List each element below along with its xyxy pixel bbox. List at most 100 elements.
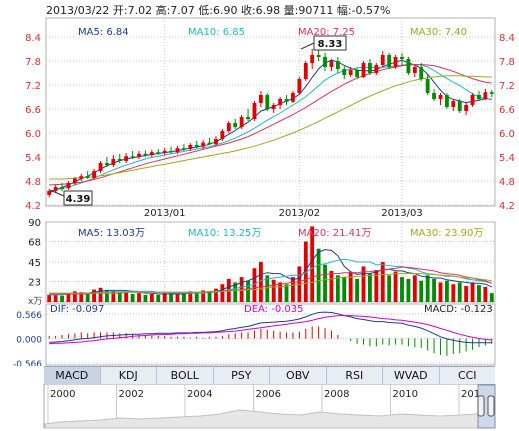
price-y-tick-right: 7.2 bbox=[499, 81, 515, 92]
volume-bar bbox=[477, 285, 481, 302]
volume-bar bbox=[291, 277, 295, 302]
candle bbox=[297, 77, 302, 95]
candle-body bbox=[432, 93, 436, 99]
volume-left-axis: 90 68 45 23 bbox=[28, 218, 41, 289]
price-y-tick-left: 6.0 bbox=[25, 129, 41, 140]
candle-body bbox=[226, 123, 231, 131]
candle bbox=[380, 51, 385, 67]
price-ma10-label: MA10: 6.85 bbox=[188, 27, 245, 38]
price-y-tick-left: 8.4 bbox=[25, 33, 41, 44]
tab-obv[interactable]: OBV bbox=[270, 367, 327, 384]
price-ma20-line bbox=[49, 64, 492, 186]
volume-bar bbox=[85, 294, 90, 302]
macd-y-tick: 0.566 bbox=[16, 311, 42, 321]
candle-body bbox=[361, 63, 366, 77]
candle bbox=[117, 153, 122, 163]
candle-body bbox=[137, 153, 141, 157]
candle bbox=[194, 141, 199, 149]
volume-ma5-line bbox=[49, 249, 492, 296]
volume-bar bbox=[303, 241, 308, 302]
price-y-tick-left: 6.6 bbox=[25, 105, 41, 116]
candle-body bbox=[444, 95, 449, 107]
volume-bars bbox=[47, 226, 494, 302]
candle-body bbox=[342, 69, 347, 75]
candle bbox=[483, 89, 488, 101]
volume-bar bbox=[47, 294, 52, 302]
volume-bar bbox=[310, 226, 315, 302]
candle-body bbox=[457, 101, 462, 111]
volume-bar bbox=[483, 286, 488, 302]
candle bbox=[156, 149, 161, 155]
tab-cci[interactable]: CCI bbox=[457, 369, 477, 382]
tab-kdj[interactable]: KDJ bbox=[101, 367, 157, 384]
timeline-year-label: 2010 bbox=[393, 389, 418, 400]
volume-bar bbox=[79, 292, 84, 302]
macd-left-axis: 0.566 0.000 -0.566 bbox=[13, 311, 42, 366]
candle bbox=[130, 151, 135, 159]
volume-bar bbox=[72, 291, 77, 302]
timeline-year-label: 2002 bbox=[119, 389, 144, 400]
candle-body bbox=[98, 163, 103, 171]
volume-bar bbox=[117, 293, 122, 302]
candle-body bbox=[220, 131, 225, 139]
volume-ma5-label: MA5: 13.03万 bbox=[78, 228, 145, 239]
volume-bar bbox=[66, 293, 71, 302]
volume-bar bbox=[374, 270, 379, 302]
candle bbox=[111, 155, 116, 167]
volume-bar bbox=[284, 284, 289, 302]
candle bbox=[323, 53, 327, 71]
volume-bar bbox=[412, 275, 417, 302]
candle bbox=[66, 181, 71, 190]
volume-bar bbox=[393, 271, 398, 302]
candle bbox=[246, 109, 250, 121]
timeline-years: 2000 2002 2004 2006 2008 2010 2012 bbox=[47, 384, 486, 428]
volume-bar bbox=[342, 277, 347, 302]
candle bbox=[393, 55, 398, 69]
timeline-year-label: 2004 bbox=[187, 389, 212, 400]
volume-ma10-line bbox=[49, 258, 492, 296]
candle-body bbox=[348, 69, 353, 75]
candle bbox=[252, 101, 257, 121]
candle bbox=[175, 145, 180, 154]
timeline-right-handle[interactable] bbox=[487, 395, 495, 417]
tab-macd[interactable]: MACD bbox=[44, 367, 101, 384]
candle-body bbox=[143, 153, 148, 155]
candle bbox=[169, 146, 174, 154]
candle-body bbox=[387, 55, 392, 67]
candle bbox=[464, 103, 469, 115]
volume-ma30-line bbox=[49, 273, 492, 294]
timeline-year-label: 2012 bbox=[461, 389, 486, 400]
volume-bar bbox=[130, 294, 135, 302]
candle bbox=[303, 61, 308, 81]
tab-psy[interactable]: PSY bbox=[214, 367, 270, 384]
price-x-tick: 2013/02 bbox=[279, 208, 321, 219]
candle bbox=[419, 63, 424, 81]
candle-body bbox=[258, 95, 263, 103]
price-x-tick: 2013/03 bbox=[381, 208, 423, 219]
candle-body bbox=[380, 55, 385, 65]
volume-bar bbox=[387, 275, 392, 302]
volume-bar bbox=[181, 293, 186, 302]
timeline-navigator[interactable]: 2000 2002 2004 2006 2008 2010 2012 bbox=[0, 384, 519, 429]
price-y-tick-right: 4.2 bbox=[499, 201, 515, 212]
volume-bar bbox=[278, 282, 283, 302]
candle bbox=[457, 99, 462, 113]
candle-body bbox=[284, 99, 289, 102]
tab-wvad[interactable]: WVAD bbox=[383, 367, 440, 384]
tab-boll[interactable]: BOLL bbox=[157, 367, 214, 384]
price-x-axis: 2013/01 2013/02 2013/03 bbox=[144, 208, 423, 219]
volume-y-tick: 90 bbox=[28, 218, 41, 229]
candle-body bbox=[419, 67, 424, 79]
tab-rsi[interactable]: RSI bbox=[327, 367, 383, 384]
timeline-left-handle[interactable] bbox=[477, 395, 485, 417]
price-candles bbox=[47, 39, 494, 198]
candle-body bbox=[477, 95, 481, 99]
price-ma30-line bbox=[49, 75, 492, 180]
candle-body bbox=[303, 63, 308, 79]
candle bbox=[477, 91, 481, 101]
volume-bar bbox=[194, 292, 199, 302]
price-y-tick-left: 4.8 bbox=[25, 177, 41, 188]
volume-bar bbox=[214, 288, 218, 302]
candle-body bbox=[355, 69, 360, 77]
price-y-tick-right: 6.6 bbox=[499, 105, 515, 116]
